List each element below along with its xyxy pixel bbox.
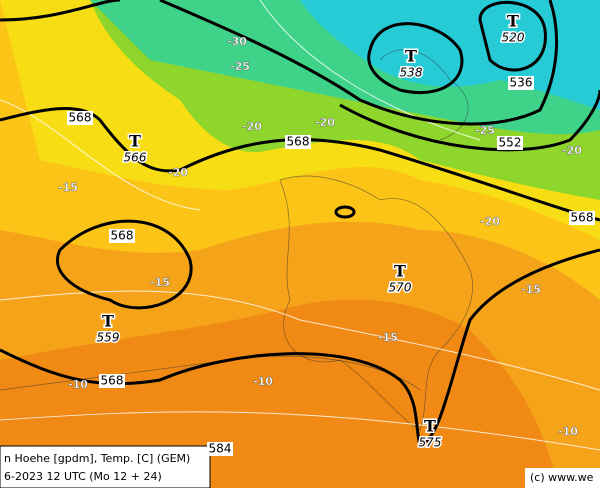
temperature-label: -20 bbox=[315, 116, 335, 129]
height-contour bbox=[334, 205, 356, 219]
center-symbol: T bbox=[507, 12, 519, 31]
temperature-label: -15 bbox=[58, 181, 78, 194]
temperature-label: -20 bbox=[480, 215, 500, 228]
label-bg bbox=[508, 76, 534, 90]
center-symbol: T bbox=[129, 132, 141, 151]
temperature-label: -10 bbox=[68, 378, 88, 391]
center-value: 575 bbox=[419, 436, 442, 450]
legend-text: n Hoehe [gpdm], Temp. [C] (GEM) bbox=[4, 452, 190, 465]
height-label: 568 bbox=[111, 229, 134, 243]
height-label: 584 bbox=[209, 442, 232, 456]
temperature-label: -15 bbox=[378, 331, 398, 344]
height-label: 568 bbox=[101, 374, 124, 388]
temperature-label: -10 bbox=[253, 375, 273, 388]
copyright: (c) www.we bbox=[530, 471, 594, 484]
label-bg bbox=[99, 374, 125, 388]
temperature-label: -15 bbox=[150, 276, 170, 289]
isotherm bbox=[0, 0, 600, 451]
height-contour bbox=[56, 219, 193, 310]
temperature-label: -10 bbox=[558, 425, 578, 438]
coastline bbox=[279, 175, 473, 431]
height-label: 568 bbox=[69, 111, 92, 125]
temperature-label: -20 bbox=[168, 166, 188, 179]
label-bg bbox=[497, 136, 523, 150]
temperature-label: -20 bbox=[242, 120, 262, 133]
center-symbol: T bbox=[424, 417, 436, 436]
height-contour bbox=[339, 89, 600, 152]
copyright-box bbox=[525, 468, 600, 488]
height-contour bbox=[478, 0, 547, 72]
label-bg bbox=[285, 135, 311, 149]
height-label: 568 bbox=[571, 211, 594, 225]
label-bg bbox=[569, 211, 595, 225]
temperature-label: -15 bbox=[521, 283, 541, 296]
legend-text: 6-2023 12 UTC (Mo 12 + 24) bbox=[4, 470, 162, 483]
temperature-label: -20 bbox=[562, 144, 582, 157]
center-value: 566 bbox=[124, 151, 147, 165]
height-contour bbox=[367, 22, 464, 95]
center-symbol: T bbox=[394, 262, 406, 281]
center-value: 538 bbox=[400, 66, 423, 80]
height-label: 552 bbox=[499, 136, 522, 150]
coastline bbox=[379, 49, 469, 141]
height-contour bbox=[159, 0, 558, 126]
temperature-label: -30 bbox=[227, 35, 247, 48]
center-value: 520 bbox=[502, 31, 525, 45]
height-label: 568 bbox=[287, 135, 310, 149]
temperature-label: -25 bbox=[230, 60, 250, 73]
center-value: 570 bbox=[389, 281, 412, 295]
label-bg bbox=[109, 229, 135, 243]
height-label: 536 bbox=[510, 76, 533, 90]
height-contour bbox=[0, 248, 600, 447]
label-bg bbox=[207, 442, 233, 456]
label-bg bbox=[67, 111, 93, 125]
center-value: 559 bbox=[97, 331, 120, 345]
temperature-label: -25 bbox=[475, 124, 495, 137]
center-symbol: T bbox=[102, 312, 114, 331]
center-symbol: T bbox=[405, 47, 417, 66]
